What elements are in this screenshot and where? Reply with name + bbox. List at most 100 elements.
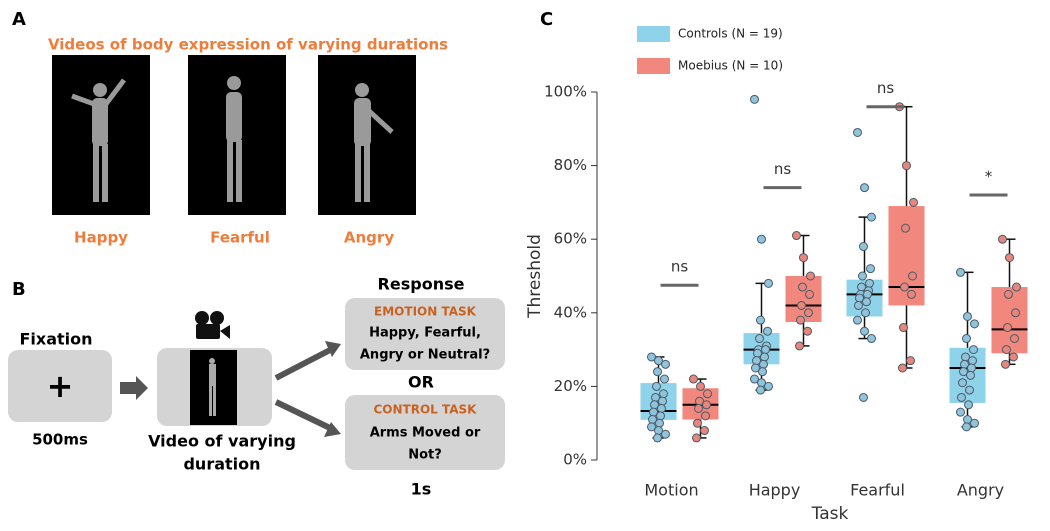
arrows [274,347,332,431]
data-point [653,433,662,443]
data-point [798,282,807,292]
data-point [761,345,770,355]
data-point [703,389,712,399]
data-point [862,297,871,307]
data-point [860,326,869,336]
legend-swatch [637,26,670,42]
data-point [900,282,909,292]
data-point [1003,323,1012,333]
body-figures [71,76,394,202]
data-point [654,356,663,366]
data-point [693,418,702,428]
data-point [804,308,813,318]
data-point [859,242,868,252]
or-label: OR [408,373,434,392]
emotion-label: Fearful [210,229,270,247]
data-point [962,334,971,344]
data-point [755,334,764,344]
data-point [661,429,670,439]
x-tick-label: Motion [644,481,698,500]
data-point [757,234,766,244]
camera-icon [195,311,230,339]
y-axis-title: Threshold [525,234,545,319]
data-point [867,212,876,222]
data-point [760,352,769,362]
data-point [909,197,918,207]
data-point [696,381,705,391]
task-text: Angry or Neutral? [360,348,490,363]
data-point [957,392,966,402]
data-point [853,127,862,137]
arrowheads [324,341,341,437]
panel-letter: A [12,9,26,30]
significance-label: ns [671,258,689,276]
y-tick-label: 40% [554,303,587,321]
data-point [861,308,870,318]
data-point [659,389,668,399]
response-time: 1s [411,480,432,499]
x-tick-label: Happy [749,481,801,500]
significance-label: ns [774,160,792,178]
significance-label: * [985,168,993,186]
task-title: EMOTION TASK [374,305,477,319]
y-tick-label: 20% [554,377,587,395]
data-point [803,326,812,336]
data-point [963,311,972,321]
data-point [1012,282,1021,292]
data-point [795,341,804,351]
data-point [799,253,808,263]
data-point [966,370,975,380]
data-point [694,403,703,413]
data-point [763,326,772,336]
panel-letter: C [540,9,553,30]
data-point [750,94,759,104]
legend-label: Controls (N = 19) [678,27,783,41]
task-box [345,298,505,370]
x-tick-label: Fearful [850,481,905,500]
data-point [907,289,916,299]
legend-swatch [637,58,670,74]
data-point [792,231,801,241]
data-point [764,278,773,288]
panel-letter: B [12,279,26,300]
data-point [859,392,868,402]
fixation-time: 500ms [32,431,88,449]
task-text: Happy, Fearful, [369,326,481,341]
legend-label: Moebius (N = 10) [678,59,783,73]
data-point [805,289,814,299]
data-point [759,359,768,369]
data-point [956,267,965,277]
data-point [970,319,979,329]
data-point [867,334,876,344]
data-point [661,359,670,369]
data-point [902,161,911,171]
data-point [968,356,977,366]
data-point [962,422,971,432]
data-point [796,315,805,325]
task-text: Not? [408,448,442,463]
y-tick-label: 100% [544,83,587,101]
data-point [970,418,979,428]
data-point [657,403,666,413]
data-point [908,271,917,281]
data-point [958,378,967,388]
data-point [806,271,815,281]
data-point [853,315,862,325]
data-point [658,396,667,406]
data-point [756,315,765,325]
data-point [758,367,767,377]
emotion-label: Angry [344,229,394,247]
video-label: Video of varying [148,432,296,451]
y-tick-label: 80% [554,156,587,174]
data-point [750,374,759,384]
data-point [965,385,974,395]
data-point [956,407,965,417]
data-point [656,411,665,421]
data-point [660,374,669,384]
task-text: Arms Moved or [370,426,481,441]
x-tick-label: Angry [957,481,1004,500]
data-point [898,363,907,373]
data-point [1010,334,1019,344]
data-point [653,367,662,377]
